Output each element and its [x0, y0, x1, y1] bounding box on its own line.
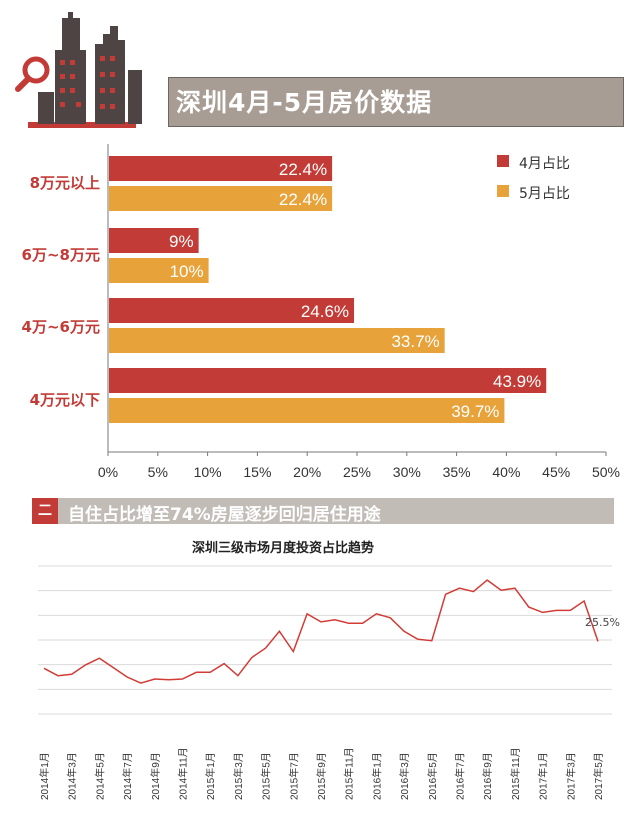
x-tick-label: 5% — [148, 464, 168, 480]
x-tick-label: 35% — [443, 464, 471, 480]
legend-swatch-may — [497, 185, 509, 197]
line-x-label: 2015年3月 — [232, 752, 245, 800]
bar-label-may-3: 33.7% — [391, 332, 439, 351]
x-tick-label: 50% — [592, 464, 620, 480]
line-x-label: 2015年5月 — [260, 752, 273, 800]
line-x-label: 2015年1月 — [204, 752, 217, 800]
title-panel — [168, 77, 624, 127]
bar-may-2 — [109, 258, 209, 283]
legend-label-april: 4月占比 — [519, 156, 570, 172]
x-tick-label: 10% — [194, 464, 222, 480]
legend-label-may: 5月占比 — [519, 186, 570, 202]
bar-may-3 — [109, 328, 445, 353]
line-x-label: 2014年1月 — [38, 752, 51, 800]
legend-swatch-april — [497, 155, 509, 167]
line-x-label: 2016年1月 — [370, 752, 383, 800]
line-chart-grid — [38, 565, 612, 715]
line-x-label: 2014年9月 — [149, 752, 162, 800]
line-x-label: 2014年5月 — [93, 752, 106, 800]
bar-may-4 — [109, 398, 505, 423]
category-label-3: 4万~6万元 — [21, 318, 100, 336]
line-chart-title: 深圳三级市场月度投资占比趋势 — [192, 541, 375, 556]
line-x-label: 2016年3月 — [398, 752, 411, 800]
x-tick-label: 0% — [98, 464, 118, 480]
bar-april-3 — [109, 298, 355, 323]
bar-label-may-4: 39.7% — [451, 402, 499, 421]
investment-share-line — [43, 579, 599, 684]
line-x-label: 2016年5月 — [426, 752, 439, 800]
category-label-2: 6万~8万元 — [21, 246, 100, 264]
line-x-label: 2015年11月 — [509, 747, 522, 800]
line-x-label: 2017年5月 — [592, 752, 605, 800]
line-x-label: 2014年3月 — [66, 752, 79, 800]
banner-tag: 二手 — [32, 498, 58, 545]
line-chart-x-labels: 2014年1月 2014年3月 2014年5月 2014年7月 2014年9月 2014年… — [38, 747, 605, 800]
bar-label-april-3: 24.6% — [301, 302, 349, 321]
line-x-label: 2016年9月 — [481, 752, 494, 800]
x-tick-label: 45% — [542, 464, 570, 480]
line-end-label: 25.5% — [585, 616, 620, 629]
line-x-label: 2017年3月 — [564, 752, 577, 800]
line-x-label: 2016年7月 — [454, 752, 467, 800]
x-ticks: 0% 5% 10% 15% 20% 25% 30% 35% 40% 45% 50% — [98, 452, 620, 480]
category-label-1: 8万元以上 — [29, 174, 100, 192]
category-label-4: 4万元以下 — [29, 391, 100, 409]
bar-label-april-1: 22.4% — [279, 160, 327, 179]
buildings-search-icon — [14, 12, 142, 130]
bar-april-2 — [109, 228, 199, 253]
line-x-label: 2015年11月 — [343, 747, 356, 800]
bar-april-4 — [109, 368, 547, 393]
x-tick-label: 20% — [293, 464, 321, 480]
line-x-label: 2015年7月 — [287, 752, 300, 800]
x-tick-label: 15% — [243, 464, 271, 480]
line-x-label: 2014年7月 — [121, 752, 134, 800]
page-title: 深圳4月-5月房价数据 — [176, 88, 433, 117]
section-banner — [32, 498, 614, 524]
bar-label-april-4: 43.9% — [493, 372, 541, 391]
bar-group: 22.4% 22.4% 9% 10% 24.6% 33.7% 43.9% 39.7% — [109, 156, 547, 423]
bar-label-april-2: 9% — [169, 232, 194, 251]
bar-label-may-1: 22.4% — [279, 190, 327, 209]
bar-label-may-2: 10% — [170, 262, 204, 281]
x-tick-label: 40% — [492, 464, 520, 480]
x-tick-label: 30% — [393, 464, 421, 480]
line-x-label: 2014年11月 — [177, 747, 190, 800]
bar-april-1 — [109, 156, 333, 181]
x-tick-label: 25% — [343, 464, 371, 480]
bar-may-1 — [109, 186, 333, 211]
line-x-label: 2017年1月 — [537, 752, 550, 800]
banner-text: 自住占比增至74%房屋逐步回归居住用途 — [68, 505, 381, 525]
line-x-label: 2015年9月 — [315, 752, 328, 800]
